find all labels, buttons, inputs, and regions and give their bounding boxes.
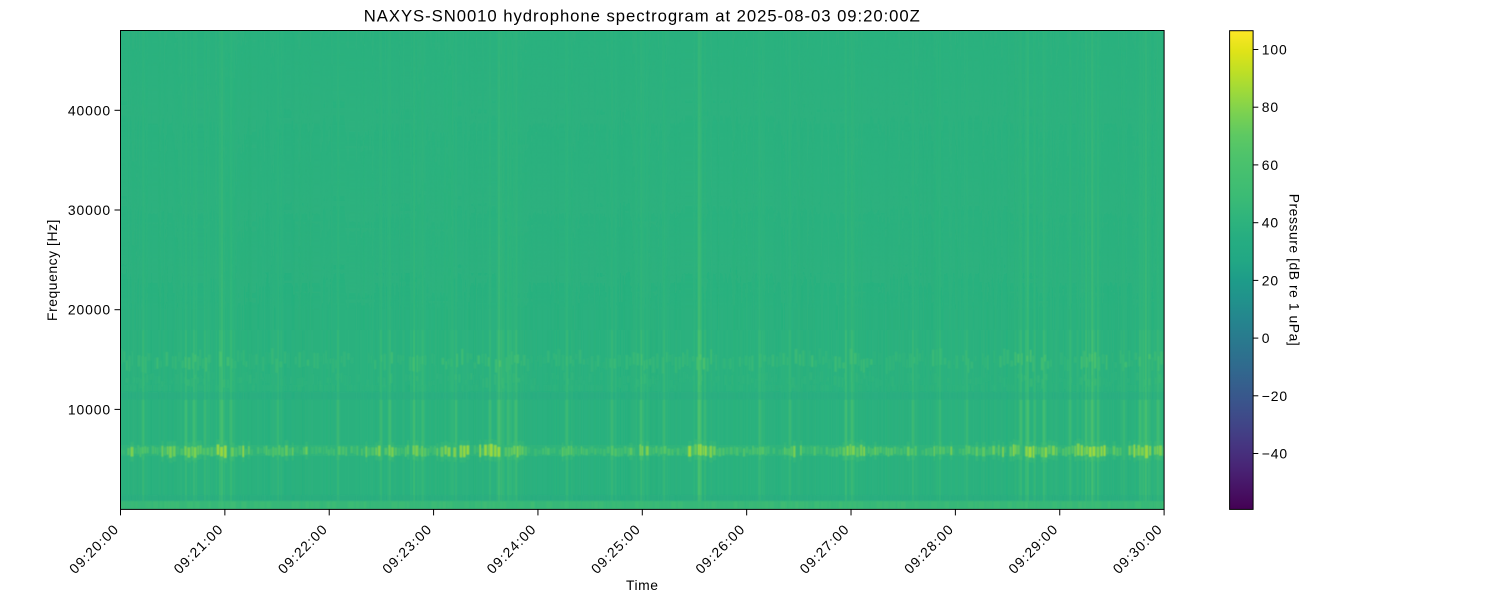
svg-text:Pressure [dB re 1 uPa]: Pressure [dB re 1 uPa] [1287, 194, 1303, 347]
svg-text:Time: Time [626, 577, 659, 593]
svg-text:60: 60 [1262, 157, 1279, 173]
svg-text:−40: −40 [1262, 446, 1288, 462]
svg-text:40000: 40000 [68, 102, 111, 118]
svg-text:0: 0 [1262, 330, 1271, 346]
svg-text:Frequency [Hz]: Frequency [Hz] [44, 219, 60, 321]
svg-text:20000: 20000 [68, 302, 111, 318]
svg-text:80: 80 [1262, 99, 1279, 115]
svg-text:10000: 10000 [68, 401, 111, 417]
svg-text:30000: 30000 [68, 202, 111, 218]
svg-text:40: 40 [1262, 215, 1279, 231]
svg-text:NAXYS-SN0010 hydrophone spectr: NAXYS-SN0010 hydrophone spectrogram at 2… [364, 7, 921, 26]
svg-text:−20: −20 [1262, 388, 1288, 404]
svg-text:20: 20 [1262, 272, 1279, 288]
svg-text:100: 100 [1262, 42, 1288, 58]
